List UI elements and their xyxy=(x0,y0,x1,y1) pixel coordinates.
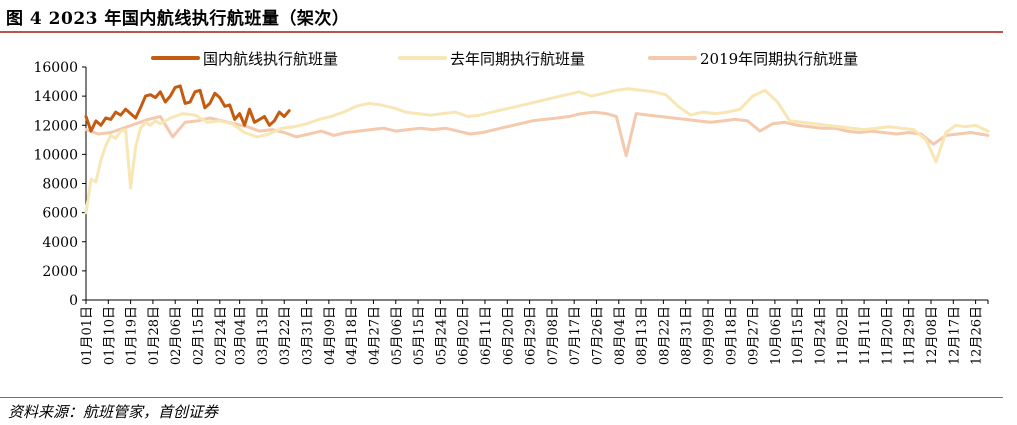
x-tick-label: 01月19日 xyxy=(125,306,140,365)
x-tick-label: 11月02日 xyxy=(836,306,851,365)
figure-header: 图 4 2023 年国内航线执行航班量（架次） xyxy=(0,0,1017,30)
x-tick-label: 08月31日 xyxy=(680,306,695,365)
source-divider xyxy=(0,397,1003,398)
y-tick-label: 10000 xyxy=(33,147,78,163)
x-tick-label: 04月18日 xyxy=(345,306,360,365)
x-tick-label: 07月08日 xyxy=(546,306,561,365)
x-tick-label: 03月22日 xyxy=(278,306,293,365)
x-tick-label: 12月26日 xyxy=(970,306,985,365)
x-tick-label: 09月27日 xyxy=(747,306,762,365)
x-tick-label: 06月02日 xyxy=(457,306,472,365)
x-tick-label: 10月15日 xyxy=(791,306,806,365)
y-tick-label: 8000 xyxy=(42,177,78,193)
x-tick-label: 02月15日 xyxy=(192,306,207,365)
x-tick-label: 01月10日 xyxy=(102,306,117,365)
y-tick-label: 4000 xyxy=(42,235,78,251)
series-line-2 xyxy=(84,110,990,158)
x-tick-label: 06月20日 xyxy=(501,306,516,365)
source-note: 资料来源：航班管家，首创证券 xyxy=(8,403,219,421)
x-tick-label: 03月13日 xyxy=(256,306,271,365)
x-tick-label: 07月26日 xyxy=(590,306,605,365)
series-line-1 xyxy=(84,87,990,215)
x-tick-label: 03月31日 xyxy=(301,306,316,365)
x-tick-label: 05月06日 xyxy=(390,306,405,365)
x-tick-label: 05月24日 xyxy=(434,306,449,365)
y-tick-label: 12000 xyxy=(33,118,78,134)
x-tick-label: 08月04日 xyxy=(613,306,628,365)
line-chart: 0 2000 4000 6000 8000 10000 12000 14000 16000 01月… xyxy=(33,50,990,365)
x-tick-label: 12月08日 xyxy=(925,306,940,365)
x-tick-label: 02月06日 xyxy=(169,306,184,365)
x-tick-label: 08月22日 xyxy=(657,306,672,365)
x-tick-label: 04月09日 xyxy=(323,306,338,365)
legend-label-2: 2019年同期执行航班量 xyxy=(700,50,858,68)
x-tick-label: 04月27日 xyxy=(367,306,382,365)
y-tick-label: 16000 xyxy=(33,60,78,76)
x-tick-label: 02月24日 xyxy=(214,306,229,365)
x-tick-label: 08月13日 xyxy=(635,306,650,365)
x-tick-label: 09月09日 xyxy=(702,306,717,365)
y-tick-label: 14000 xyxy=(33,89,78,105)
title-divider xyxy=(0,31,1003,33)
x-tick-label: 10月06日 xyxy=(769,306,784,365)
x-tick-label: 01月01日 xyxy=(80,306,95,365)
x-tick-label: 03月04日 xyxy=(234,306,249,365)
y-tick-label: 2000 xyxy=(42,264,78,280)
legend-label-0: 国内航线执行航班量 xyxy=(203,50,338,68)
legend-label-1: 去年同期执行航班量 xyxy=(450,50,585,68)
x-tick-label: 11月29日 xyxy=(903,306,918,365)
y-tick-label: 0 xyxy=(69,293,78,309)
x-tick-label: 11月20日 xyxy=(880,306,895,365)
x-tick-label: 12月17日 xyxy=(947,306,962,365)
x-tick-label: 09月18日 xyxy=(724,306,739,365)
x-tick-label: 06月29日 xyxy=(524,306,539,365)
x-tick-label: 11月11日 xyxy=(858,306,873,365)
x-tick-label: 10月24日 xyxy=(813,306,828,365)
x-tick-label: 05月15日 xyxy=(412,306,427,365)
x-tick-label: 06月11日 xyxy=(479,306,494,365)
y-tick-label: 6000 xyxy=(42,206,78,222)
chart-title: 图 4 2023 年国内航线执行航班量（架次） xyxy=(6,9,350,29)
x-tick-label: 07月17日 xyxy=(568,306,583,365)
series-line-0 xyxy=(84,84,291,133)
x-tick-label: 01月28日 xyxy=(147,306,162,365)
